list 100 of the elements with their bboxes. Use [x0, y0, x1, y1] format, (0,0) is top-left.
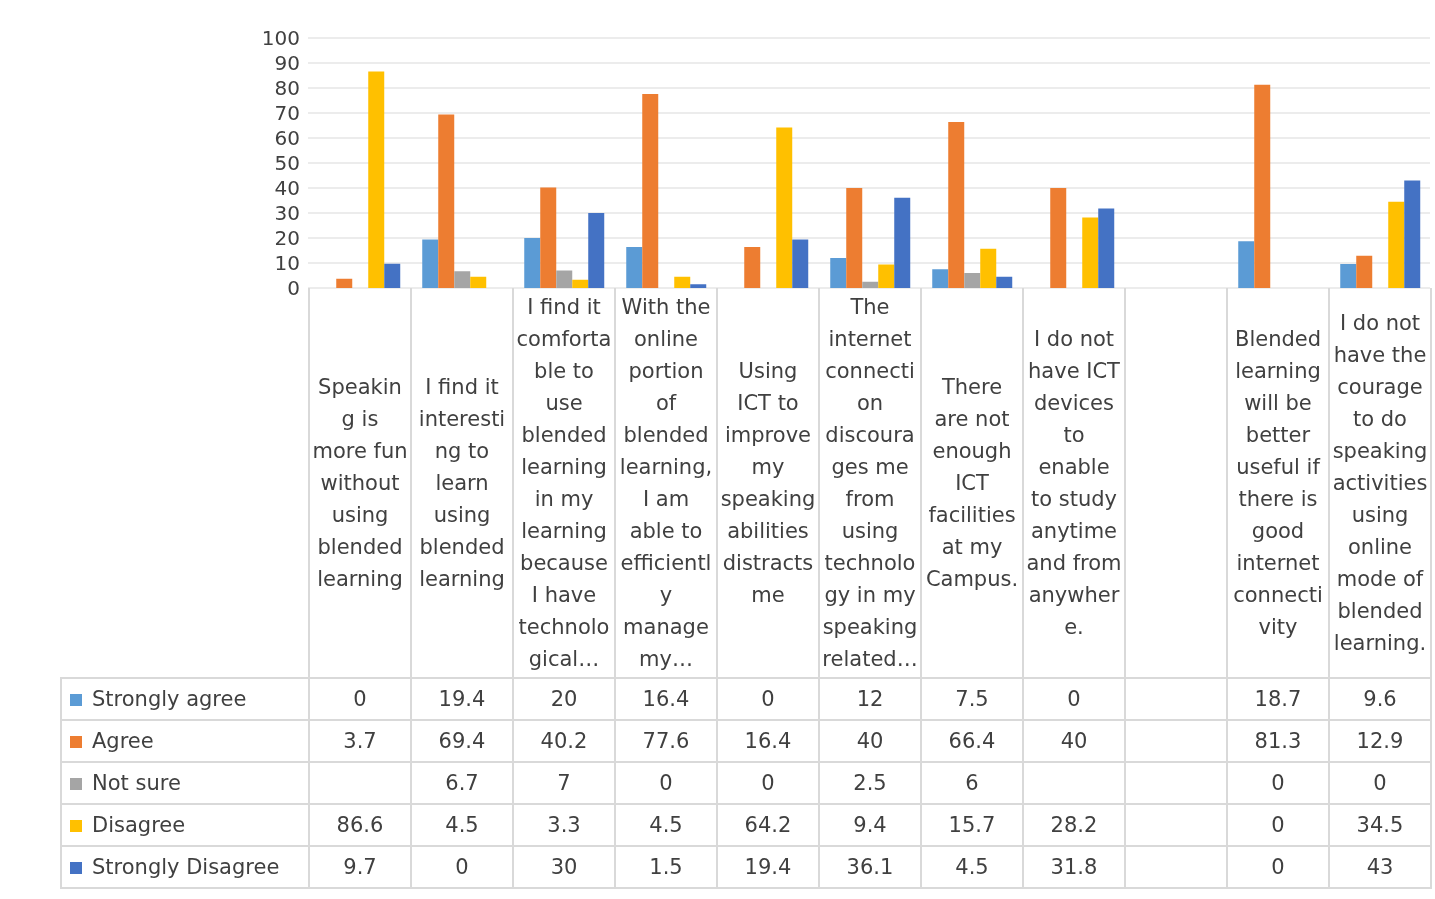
- data-label: 4.5: [921, 846, 1023, 888]
- data-label: 0: [717, 762, 819, 804]
- bar: [368, 71, 385, 288]
- category-label: The internet connection discourages me from using technology in my speaking related…: [822, 294, 918, 671]
- data-label: 18.7: [1227, 678, 1329, 720]
- bar: [642, 94, 659, 288]
- data-label: 40.2: [513, 720, 615, 762]
- data-label: 36.1: [819, 846, 921, 888]
- bar: [572, 279, 589, 288]
- bar: [1082, 217, 1099, 288]
- data-label: 40: [1023, 720, 1125, 762]
- y-tick-label: 0: [287, 276, 300, 301]
- data-label: 77.6: [615, 720, 717, 762]
- bar: [556, 270, 573, 288]
- data-label: 81.3: [1227, 720, 1329, 762]
- x-tick-label: There are not enough ICT facilities at my Campus.: [921, 288, 1023, 678]
- x-tick-label: Using ICT to improve my speaking abilities distracts me: [717, 288, 819, 678]
- legend-label: Strongly agree: [61, 678, 309, 720]
- data-label: 9.6: [1329, 678, 1431, 720]
- data-label: 0: [1227, 804, 1329, 846]
- bar: [1238, 241, 1255, 288]
- data-label: 0: [411, 846, 513, 888]
- bar: [540, 187, 557, 288]
- data-label: 34.5: [1329, 804, 1431, 846]
- bar: [674, 276, 691, 288]
- bar: [878, 264, 895, 288]
- y-tick-label: 40: [274, 176, 300, 201]
- data-label: 30: [513, 846, 615, 888]
- y-tick-label: 20: [274, 226, 300, 251]
- bar: [776, 127, 793, 288]
- y-tick-label: 100: [261, 26, 300, 51]
- bar: [690, 284, 707, 288]
- data-label: 0: [717, 678, 819, 720]
- legend-label: Disagree: [61, 804, 309, 846]
- y-tick-label: 30: [274, 201, 300, 226]
- bar: [1388, 201, 1405, 288]
- data-label: 19.4: [717, 846, 819, 888]
- bar: [438, 114, 455, 288]
- data-label: 9.7: [309, 846, 411, 888]
- bar: [1050, 188, 1067, 288]
- bar: [336, 278, 353, 288]
- data-label: 0: [615, 762, 717, 804]
- data-label: 40: [819, 720, 921, 762]
- y-tick-label: 10: [274, 251, 300, 276]
- bar: [454, 271, 471, 288]
- data-label: 3.7: [309, 720, 411, 762]
- bar: [894, 197, 911, 288]
- bar: [470, 276, 487, 288]
- bar: [1098, 208, 1115, 288]
- bar: [830, 258, 847, 288]
- y-tick-label: 80: [274, 76, 300, 101]
- bar: [1356, 255, 1373, 288]
- data-label: 31.8: [1023, 846, 1125, 888]
- data-label: 12.9: [1329, 720, 1431, 762]
- bar: [1404, 180, 1421, 288]
- data-label: 7.5: [921, 678, 1023, 720]
- y-tick-label: 50: [274, 151, 300, 176]
- bar: [980, 248, 997, 288]
- data-label: 20: [513, 678, 615, 720]
- data-label: 0: [1227, 762, 1329, 804]
- bar: [964, 273, 981, 288]
- data-label: 86.6: [309, 804, 411, 846]
- data-label: 1.5: [615, 846, 717, 888]
- data-label: 7: [513, 762, 615, 804]
- data-label: 19.4: [411, 678, 513, 720]
- bar: [862, 281, 879, 288]
- data-label: 69.4: [411, 720, 513, 762]
- bar: [524, 238, 541, 288]
- data-label: 0: [309, 678, 411, 720]
- category-label: I do not have the courage to do speaking activities using online mode of blended learning.: [1332, 310, 1428, 655]
- bar: [996, 276, 1013, 288]
- legend-label: Strongly Disagree: [61, 846, 309, 888]
- data-label: 16.4: [615, 678, 717, 720]
- category-label: Blended learning will be better useful if there is good internet connectivity: [1233, 326, 1323, 639]
- data-label: 66.4: [921, 720, 1023, 762]
- bar: [588, 213, 605, 288]
- bar: [1254, 84, 1271, 288]
- data-label: 16.4: [717, 720, 819, 762]
- data-label: 43: [1329, 846, 1431, 888]
- data-label: 4.5: [411, 804, 513, 846]
- bar: [1340, 264, 1357, 288]
- bar: [744, 247, 761, 288]
- data-label: 0: [1329, 762, 1431, 804]
- bar: [948, 122, 965, 288]
- bar: [384, 263, 401, 288]
- bar: [422, 239, 439, 288]
- category-label: I do not have ICT devices to enable to study anytime and from anywhere.: [1026, 326, 1122, 639]
- data-label: 15.7: [921, 804, 1023, 846]
- data-label: 2.5: [819, 762, 921, 804]
- y-tick-label: 60: [274, 126, 300, 151]
- x-tick-label: Speaking is more fun without using blended learning: [309, 288, 411, 678]
- data-label: 6.7: [411, 762, 513, 804]
- bar: [932, 269, 949, 288]
- bar: [792, 239, 809, 288]
- data-label: 4.5: [615, 804, 717, 846]
- data-label: 12: [819, 678, 921, 720]
- data-label: 3.3: [513, 804, 615, 846]
- bar: [846, 188, 863, 288]
- data-label: 28.2: [1023, 804, 1125, 846]
- data-label: 9.4: [819, 804, 921, 846]
